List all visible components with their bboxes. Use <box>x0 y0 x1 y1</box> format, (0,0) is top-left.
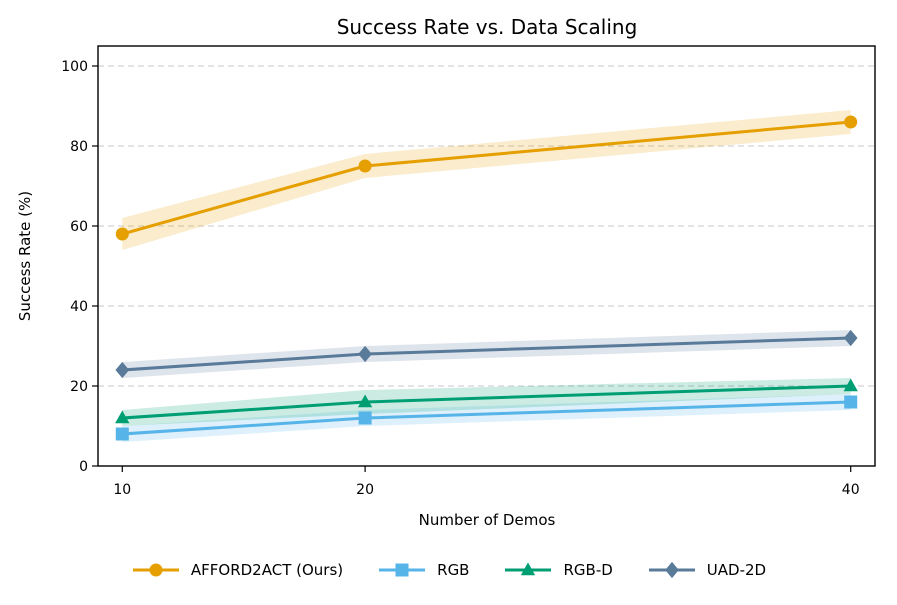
chart-title: Success Rate vs. Data Scaling <box>337 15 638 39</box>
legend-swatch-rgb-d <box>505 562 552 576</box>
y-tick-label: 100 <box>61 59 88 75</box>
point-uad-2d <box>358 345 372 363</box>
legend-item: UAD-2D <box>647 560 766 580</box>
point-afford2act-ours <box>844 115 858 129</box>
band-rgb-d <box>122 378 851 426</box>
legend-swatch-afford2act-ours <box>132 563 179 577</box>
band-afford2act-ours <box>122 110 851 250</box>
series-markers <box>115 115 858 441</box>
y-axis-ticks: 0 20 40 60 80 100 <box>61 59 98 475</box>
legend-label: RGB <box>437 561 470 579</box>
legend-label: RGB-D <box>563 561 613 579</box>
y-tick-label: 60 <box>70 219 88 235</box>
point-rgb <box>844 395 858 409</box>
legend-marker <box>149 563 163 577</box>
y-tick-label: 40 <box>70 299 88 315</box>
confidence-bands <box>122 110 851 442</box>
point-rgb <box>115 427 129 441</box>
band-uad-2d <box>122 330 851 378</box>
band-rgb <box>122 394 851 442</box>
point-rgb-d <box>843 378 858 392</box>
y-tick-label: 0 <box>79 459 88 475</box>
legend-item: AFFORD2ACT (Ours) <box>131 560 343 580</box>
x-axis-label: Number of Demos <box>419 511 556 529</box>
legend: AFFORD2ACT (Ours) RGB RGB-D UAD-2D <box>0 552 897 588</box>
point-afford2act-ours <box>115 227 129 241</box>
x-tick-label: 20 <box>356 482 374 498</box>
legend-item: RGB-D <box>503 560 613 580</box>
point-afford2act-ours <box>358 159 372 173</box>
legend-label: UAD-2D <box>706 561 767 579</box>
point-rgb-d <box>357 394 373 408</box>
x-axis-ticks: 10 20 40 <box>113 466 860 498</box>
y-axis-label: Success Rate (%) <box>16 191 34 321</box>
point-rgb-d <box>115 410 130 424</box>
point-uad-2d <box>115 361 130 379</box>
legend-marker <box>395 563 409 577</box>
y-tick-label: 20 <box>70 379 88 395</box>
y-tick-label: 80 <box>70 139 88 155</box>
x-tick-label: 10 <box>113 482 131 498</box>
legend-label: AFFORD2ACT (Ours) <box>190 561 344 579</box>
plot-frame <box>97 45 876 467</box>
legend-swatch-uad-2d <box>648 561 695 579</box>
legend-marker <box>664 561 679 579</box>
legend-swatch-rgb <box>379 563 426 577</box>
legend-item: RGB <box>377 560 469 580</box>
legend-marker <box>521 562 536 576</box>
point-uad-2d <box>843 329 858 347</box>
x-tick-label: 40 <box>842 482 860 498</box>
point-rgb <box>358 411 372 425</box>
